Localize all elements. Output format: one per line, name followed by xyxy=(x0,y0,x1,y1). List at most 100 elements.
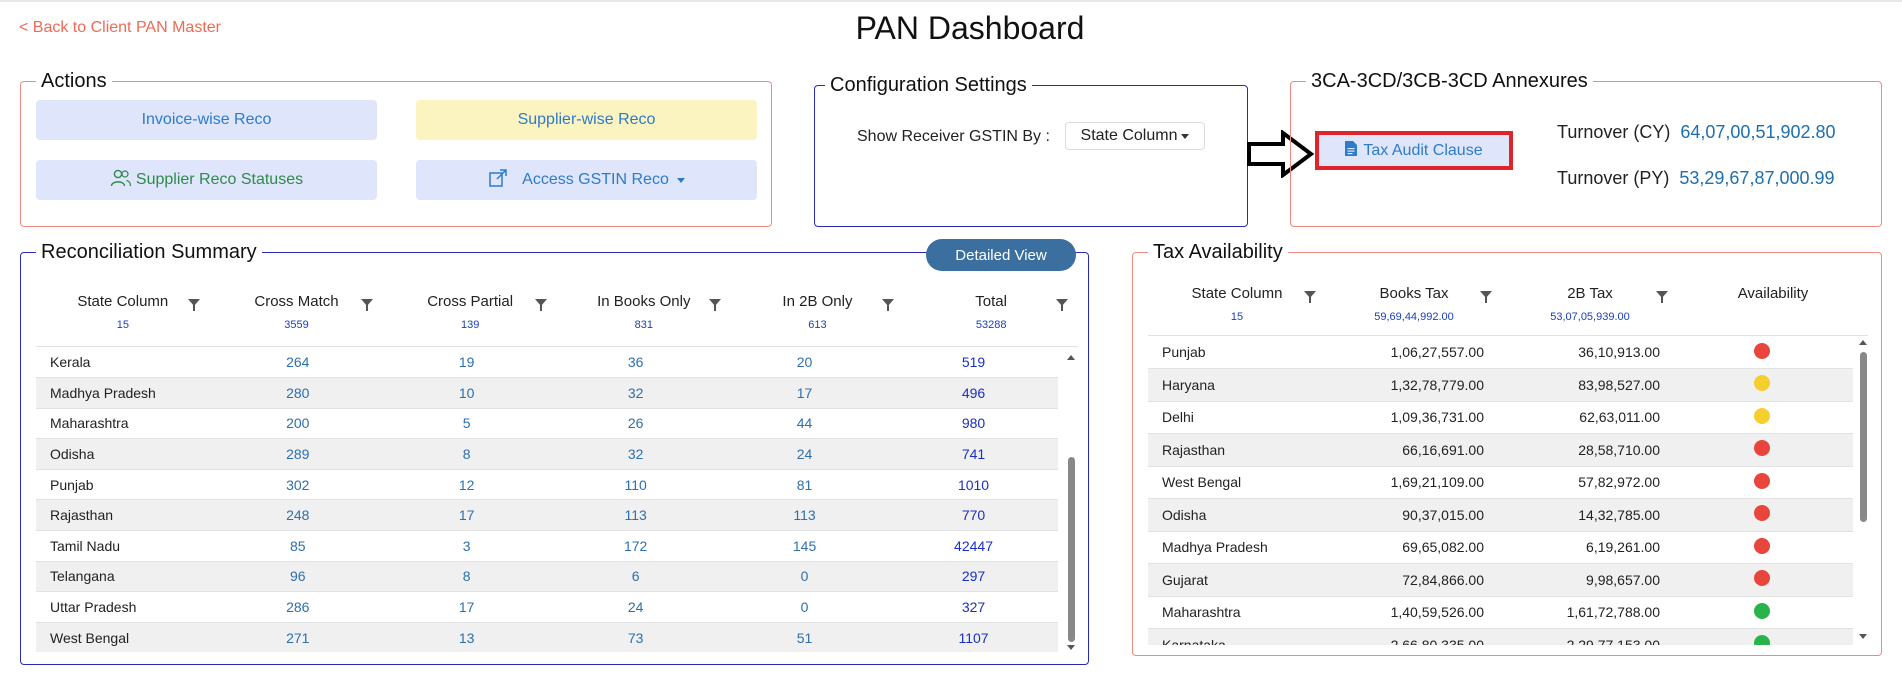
state-cell: Rajasthan xyxy=(1148,433,1322,467)
column-header-books-tax[interactable]: Books Tax 59,69,44,992.00 xyxy=(1326,275,1502,323)
access-gstin-reco-button[interactable]: Access GSTIN Reco xyxy=(416,160,757,200)
arrow-right-icon xyxy=(1247,129,1315,183)
table-row[interactable]: West Bengal 271 13 73 51 1107 xyxy=(36,622,1058,652)
books-tax-cell: 69,65,082.00 xyxy=(1322,531,1494,564)
filter-icon[interactable] xyxy=(708,299,721,311)
turnover-cy-label: Turnover (CY) xyxy=(1557,122,1671,142)
filter-icon[interactable] xyxy=(1656,291,1668,303)
count-cell: 24 xyxy=(551,591,721,623)
detailed-view-button[interactable]: Detailed View xyxy=(926,239,1076,271)
filter-icon[interactable] xyxy=(187,299,200,311)
count-cell: 19 xyxy=(382,347,552,379)
count-cell: 12 xyxy=(382,469,552,501)
column-header-2b-tax[interactable]: 2B Tax 53,07,05,939.00 xyxy=(1502,275,1678,323)
table-row[interactable]: Delhi 1,09,36,731.00 62,63,011.00 xyxy=(1148,401,1853,434)
configuration-settings-legend: Configuration Settings xyxy=(825,73,1032,97)
filter-icon[interactable] xyxy=(1480,291,1492,303)
total-cell: 327 xyxy=(889,591,1058,623)
column-header-availability[interactable]: Availability xyxy=(1737,285,1809,302)
tax-scroll-thumb[interactable] xyxy=(1860,352,1867,522)
table-row[interactable]: Rajasthan 248 17 113 113 770 xyxy=(36,499,1058,532)
filter-icon[interactable] xyxy=(534,299,547,311)
table-row[interactable]: Punjab 302 12 110 81 1010 xyxy=(36,469,1058,501)
turnover-py-value: 53,29,67,87,000.99 xyxy=(1679,168,1835,188)
table-row[interactable]: Karnataka 2,66,80,335.00 2,29,77,153.00 xyxy=(1148,628,1853,645)
scroll-up-icon[interactable] xyxy=(1859,340,1867,345)
filter-icon[interactable] xyxy=(1056,299,1068,311)
state-cell: West Bengal xyxy=(36,622,214,652)
state-cell: Tamil Nadu xyxy=(36,530,214,562)
column-header-in-2b-only[interactable]: In 2B Only 613 xyxy=(731,283,905,331)
state-cell: Gujarat xyxy=(1148,563,1322,597)
count-cell: 0 xyxy=(720,591,890,623)
table-row[interactable]: Uttar Pradesh 286 17 24 0 327 xyxy=(36,591,1058,623)
table-row[interactable]: Telangana 96 8 6 0 297 xyxy=(36,561,1058,593)
count-cell: 200 xyxy=(213,408,383,440)
count-cell: 44 xyxy=(720,408,890,440)
count-cell: 302 xyxy=(213,469,383,501)
count-cell: 172 xyxy=(551,530,721,562)
scroll-up-icon[interactable] xyxy=(1067,355,1075,360)
table-row[interactable]: Maharashtra 200 5 26 44 980 xyxy=(36,408,1058,440)
recon-scrollbar[interactable] xyxy=(1066,347,1076,652)
table-row[interactable]: Punjab 1,06,27,557.00 36,10,913.00 xyxy=(1148,336,1853,369)
recon-body[interactable]: Kerala 264 19 36 20 519 Madhya Pradesh 280 10 32 1… xyxy=(36,346,1078,652)
reconciliation-summary-legend: Reconciliation Summary xyxy=(36,240,262,264)
tax-audit-clause-button[interactable]: Tax Audit Clause xyxy=(1315,131,1513,170)
document-icon xyxy=(1345,140,1358,161)
filter-icon[interactable] xyxy=(1304,291,1316,303)
recon-scroll-thumb[interactable] xyxy=(1068,457,1075,642)
filter-icon[interactable] xyxy=(361,299,374,311)
total-cell: 1107 xyxy=(889,622,1058,652)
table-row[interactable]: Odisha 90,37,015.00 14,32,785.00 xyxy=(1148,498,1853,532)
books-tax-cell: 1,69,21,109.00 xyxy=(1322,466,1494,499)
scroll-down-icon[interactable] xyxy=(1067,645,1075,650)
table-row[interactable]: Haryana 1,32,78,779.00 83,98,527.00 xyxy=(1148,368,1853,402)
column-header-total[interactable]: Total 53288 xyxy=(904,283,1078,331)
count-cell: 13 xyxy=(382,622,552,652)
recon-header: State Column 15 Cross Match 3559 Cross Par… xyxy=(36,283,1078,331)
column-header-in-books-only[interactable]: In Books Only 831 xyxy=(557,283,731,331)
count-cell: 24 xyxy=(720,438,890,470)
table-row[interactable]: Madhya Pradesh 280 10 32 17 496 xyxy=(36,377,1058,409)
state-cell: Kerala xyxy=(36,347,214,379)
table-row[interactable]: Gujarat 72,84,866.00 9,98,657.00 xyxy=(1148,563,1853,597)
scroll-down-icon[interactable] xyxy=(1859,634,1867,639)
tax-scrollbar[interactable] xyxy=(1858,336,1868,645)
books-tax-cell: 1,40,59,526.00 xyxy=(1322,596,1494,629)
2b-tax-cell: 36,10,913.00 xyxy=(1494,336,1670,369)
table-row[interactable]: Maharashtra 1,40,59,526.00 1,61,72,788.00 xyxy=(1148,596,1853,629)
table-row[interactable]: Madhya Pradesh 69,65,082.00 6,19,261.00 xyxy=(1148,531,1853,564)
total-cell: 519 xyxy=(889,347,1058,379)
count-cell: 32 xyxy=(551,438,721,470)
column-header-tax-state[interactable]: State Column 15 xyxy=(1148,275,1326,323)
count-cell: 8 xyxy=(382,561,552,593)
top-border xyxy=(0,0,1902,2)
tax-availability-legend: Tax Availability xyxy=(1148,240,1288,264)
supplier-reco-statuses-button[interactable]: Supplier Reco Statuses xyxy=(36,160,377,200)
chevron-down-icon xyxy=(676,177,685,183)
count-cell: 51 xyxy=(720,622,890,652)
supplier-wise-reco-button[interactable]: Supplier-wise Reco xyxy=(416,100,757,140)
table-row[interactable]: Rajasthan 66,16,691.00 28,58,710.00 xyxy=(1148,433,1853,467)
access-gstin-reco-label: Access GSTIN Reco xyxy=(522,171,669,188)
column-header-cross-partial[interactable]: Cross Partial 139 xyxy=(383,283,557,331)
column-header-cross-match[interactable]: Cross Match 3559 xyxy=(210,283,384,331)
reconciliation-summary-panel: Reconciliation Summary Detailed View Sta… xyxy=(20,239,1089,665)
count-cell: 264 xyxy=(213,347,383,379)
column-header-state[interactable]: State Column 15 xyxy=(36,283,210,331)
books-tax-cell: 72,84,866.00 xyxy=(1322,563,1494,597)
table-row[interactable]: Tamil Nadu 85 3 172 145 42447 xyxy=(36,530,1058,562)
state-cell: Haryana xyxy=(1148,368,1322,402)
turnover-py-label: Turnover (PY) xyxy=(1557,168,1670,188)
tax-body[interactable]: Punjab 1,06,27,557.00 36,10,913.00 Haryana 1… xyxy=(1148,335,1868,645)
table-row[interactable]: Odisha 289 8 32 24 741 xyxy=(36,438,1058,470)
count-cell: 32 xyxy=(551,377,721,409)
back-to-client-pan-master-link[interactable]: < Back to Client PAN Master xyxy=(19,19,221,36)
receiver-gstin-select[interactable]: State Column xyxy=(1065,122,1205,150)
books-tax-cell: 1,06,27,557.00 xyxy=(1322,336,1494,369)
table-row[interactable]: West Bengal 1,69,21,109.00 57,82,972.00 xyxy=(1148,466,1853,499)
filter-icon[interactable] xyxy=(882,299,895,311)
invoice-wise-reco-button[interactable]: Invoice-wise Reco xyxy=(36,100,377,140)
table-row[interactable]: Kerala 264 19 36 20 519 xyxy=(36,347,1058,379)
